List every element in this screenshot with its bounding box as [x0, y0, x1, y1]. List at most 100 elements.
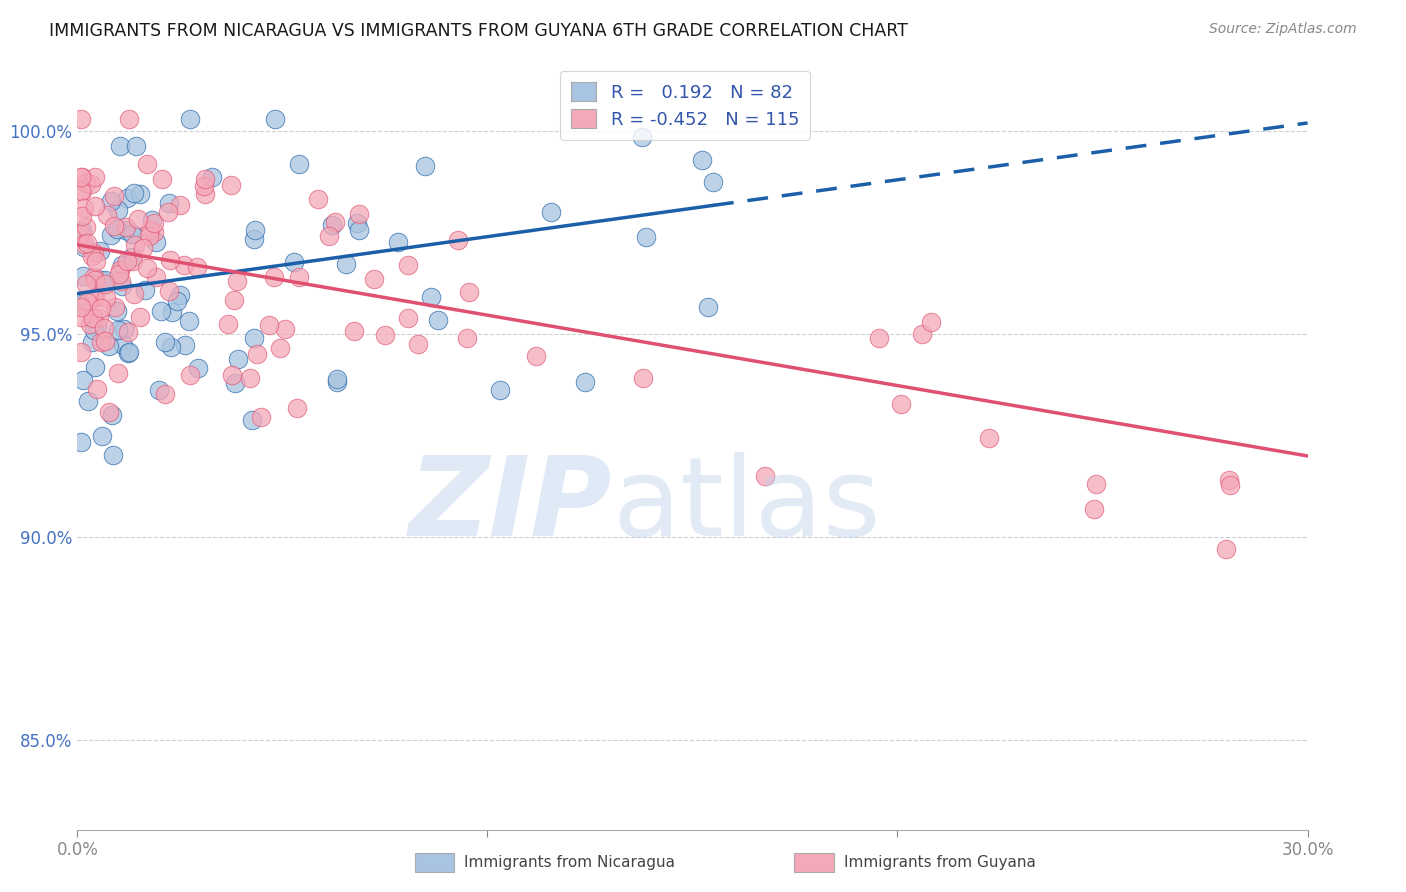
Point — [136, 261, 159, 276]
Point — [124, 286, 146, 301]
Point — [89, 244, 111, 258]
Point — [118, 345, 141, 359]
Point — [243, 331, 266, 345]
Point — [157, 205, 180, 219]
Point — [343, 325, 366, 339]
Point — [90, 301, 112, 316]
Point — [264, 112, 287, 126]
Point — [124, 186, 146, 201]
Point — [70, 227, 93, 242]
Point — [287, 157, 309, 171]
Point — [94, 291, 117, 305]
Point — [70, 300, 93, 314]
Point — [868, 331, 890, 345]
Point — [138, 228, 160, 243]
Point — [105, 304, 128, 318]
Point — [347, 207, 370, 221]
Point — [84, 359, 107, 374]
Point — [457, 285, 479, 299]
Point — [363, 272, 385, 286]
Point — [186, 361, 208, 376]
Point — [325, 372, 347, 386]
Point — [82, 310, 104, 325]
Point — [166, 293, 188, 308]
Point — [325, 376, 347, 390]
Point — [636, 229, 658, 244]
Point — [121, 227, 143, 242]
Point — [263, 270, 285, 285]
Point — [134, 283, 156, 297]
Point — [148, 383, 170, 397]
Point — [269, 341, 291, 355]
Point — [159, 253, 181, 268]
Point — [574, 375, 596, 389]
Point — [76, 295, 98, 310]
Point — [321, 218, 343, 232]
Point — [132, 241, 155, 255]
Point — [80, 177, 103, 191]
Point — [72, 373, 94, 387]
Point — [307, 192, 329, 206]
Point — [427, 313, 450, 327]
Point — [257, 318, 280, 332]
Point — [249, 410, 271, 425]
Point — [125, 139, 148, 153]
Point — [70, 184, 93, 198]
Point — [169, 288, 191, 302]
Point — [70, 434, 93, 449]
Point — [911, 327, 934, 342]
Point — [246, 346, 269, 360]
Point — [145, 269, 167, 284]
Point — [129, 310, 152, 325]
Point — [117, 346, 139, 360]
Point — [285, 401, 308, 416]
Point — [540, 205, 562, 219]
Point — [110, 274, 132, 288]
Point — [82, 249, 104, 263]
Point — [346, 217, 368, 231]
Point — [121, 250, 143, 264]
Point — [108, 138, 131, 153]
Point — [98, 338, 121, 352]
Point — [889, 397, 911, 411]
Point — [94, 277, 117, 291]
Point — [77, 393, 100, 408]
Point — [243, 223, 266, 237]
Point — [114, 223, 136, 237]
Point — [108, 262, 131, 277]
Point — [1219, 478, 1241, 492]
Point — [111, 338, 134, 352]
Point — [83, 246, 105, 260]
Point — [387, 235, 409, 249]
Point — [98, 404, 121, 418]
Point — [194, 187, 217, 202]
Text: Immigrants from Guyana: Immigrants from Guyana — [844, 855, 1035, 870]
Point — [72, 268, 94, 283]
Point — [287, 270, 309, 285]
Point — [174, 337, 197, 351]
Point — [96, 208, 118, 222]
Point — [73, 237, 96, 252]
Point — [90, 272, 112, 286]
Point — [70, 169, 93, 184]
Point — [93, 334, 115, 349]
Point — [396, 310, 419, 325]
Point — [70, 345, 93, 359]
Point — [335, 257, 357, 271]
Point — [226, 274, 249, 288]
Point — [318, 228, 340, 243]
Point — [633, 371, 655, 385]
Point — [142, 216, 165, 230]
Point — [274, 321, 297, 335]
Point — [160, 340, 183, 354]
Text: Immigrants from Nicaragua: Immigrants from Nicaragua — [464, 855, 675, 870]
Point — [221, 368, 243, 382]
Point — [86, 383, 108, 397]
Point — [155, 335, 177, 350]
Text: atlas: atlas — [613, 452, 882, 559]
Point — [239, 370, 262, 384]
Point — [157, 196, 180, 211]
Point — [157, 284, 180, 298]
Point — [155, 386, 177, 401]
Point — [83, 273, 105, 287]
